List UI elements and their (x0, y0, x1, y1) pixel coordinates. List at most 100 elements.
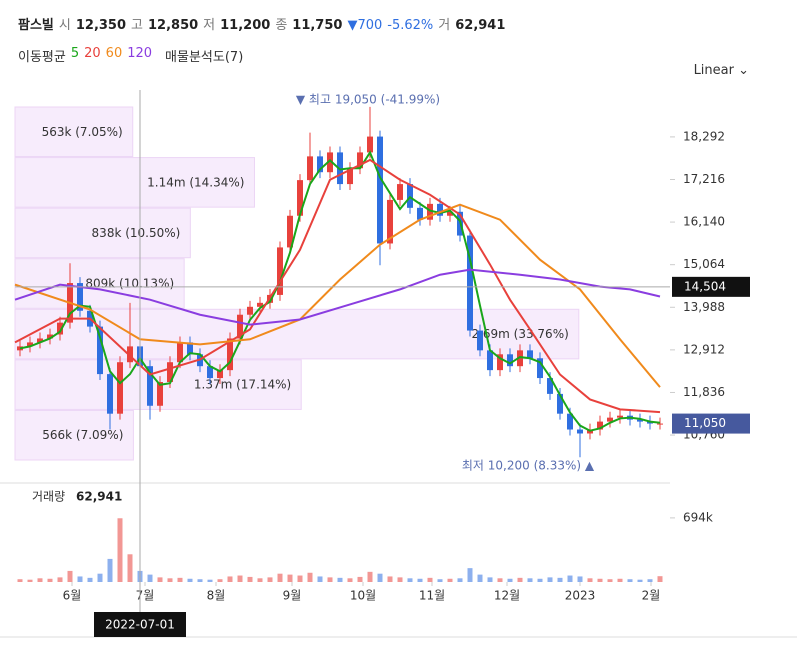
scale-selector[interactable]: Linear ⌄ (693, 63, 749, 78)
volume-bar (37, 578, 43, 582)
x-tick-label: 2023 (565, 589, 596, 603)
candle-body (617, 415, 623, 418)
label: 저 (203, 18, 216, 33)
candle-body (297, 180, 303, 216)
volume-bar (617, 578, 623, 582)
volume-bar (57, 577, 63, 582)
y-tick-label: 18,292 (683, 129, 725, 143)
volume-title: 거래량 (32, 490, 65, 504)
volume-bar (607, 579, 613, 582)
profile-label: 2.69m (33.76%) (471, 327, 568, 341)
profile-bar (14, 308, 580, 360)
volume-bar (527, 578, 533, 582)
x-tick-label: 12월 (494, 589, 520, 603)
candle-body (557, 393, 563, 414)
volume-bar (497, 578, 503, 582)
volume-bar (77, 576, 83, 582)
candle-body (377, 136, 383, 244)
x-tick-label: 10월 (350, 589, 376, 603)
volume-bar (487, 577, 493, 582)
profile-label: 1.14m (14.34%) (147, 175, 244, 189)
profile-label: 566k (7.09%) (42, 428, 123, 442)
candle-body (327, 152, 333, 173)
volume-bar (547, 577, 553, 582)
volume-bar (67, 570, 73, 582)
candle-body (577, 429, 583, 434)
volume-bar (597, 578, 603, 582)
volume-bar (237, 575, 243, 582)
value: 11,200 (220, 18, 271, 33)
candle-body (147, 366, 153, 406)
volume-bar (127, 554, 133, 582)
volume-total: 62,941 (76, 490, 122, 504)
volume-bar (107, 558, 113, 582)
candle-body (517, 350, 523, 367)
candle-body (47, 334, 53, 339)
profile-bar (14, 157, 255, 208)
volume-bar (357, 576, 363, 582)
ma-line (19, 150, 661, 432)
volume-bar (477, 574, 483, 582)
volume-bar (27, 579, 33, 582)
candle-body (27, 342, 33, 347)
volume-bar (637, 579, 643, 582)
candle-body (247, 306, 253, 315)
candle-body (427, 203, 433, 220)
profile-label: 838k (10.50%) (92, 226, 181, 240)
volume-bar (147, 574, 153, 582)
candle-body (397, 184, 403, 200)
low-note: 최저 10,200 (8.33%) ▲ (462, 459, 595, 473)
candle-body (107, 374, 113, 414)
profile-title[interactable]: 매물분석도(7) (165, 50, 244, 65)
volume-bar (267, 577, 273, 582)
volume-bar (47, 578, 53, 582)
candle-body (347, 168, 353, 185)
candle-body (217, 370, 223, 379)
volume-bar (317, 576, 323, 582)
candle-body (57, 322, 63, 335)
candle-body (307, 156, 313, 181)
volume-bar (177, 577, 183, 582)
ma-line (14, 203, 661, 388)
candle-body (357, 152, 363, 169)
volume-bar (467, 568, 473, 582)
y-tick-label: 13,988 (683, 300, 725, 314)
candle-body (477, 330, 483, 351)
candle-body (367, 136, 373, 153)
legend-entry: 120 (127, 46, 153, 61)
candle-body (277, 247, 283, 295)
candle-body (257, 302, 263, 307)
profile-bar (14, 409, 134, 461)
candle-body (167, 362, 173, 383)
volume-bar (657, 576, 663, 582)
volume-bar (587, 578, 593, 582)
volume-bar (457, 578, 463, 582)
candle-body (657, 423, 663, 425)
candle-body (597, 421, 603, 430)
volume-bar (157, 577, 163, 582)
volume-bar (567, 575, 573, 582)
candle-body (317, 156, 323, 173)
volume-bar (337, 577, 343, 582)
volume-bar (407, 578, 413, 582)
volume-bar (197, 579, 203, 582)
stock-name: 팜스빌 (18, 18, 54, 33)
ma-legend: 이동평균 5 20 60 120 매물분석도(7) (18, 46, 243, 65)
crosshair-price: 14,504 (684, 279, 726, 293)
ma-title: 이동평균 (18, 50, 66, 65)
volume-bar (437, 579, 443, 582)
y-tick-label: 16,140 (683, 215, 725, 229)
last-price-box (672, 413, 750, 434)
volume-bar (167, 578, 173, 582)
ma-line (14, 268, 661, 326)
profile-bar (14, 106, 134, 158)
volume-bar (97, 573, 103, 582)
candle-body (567, 413, 573, 430)
volume-bar (427, 577, 433, 582)
volume-bar (117, 518, 123, 582)
change-pct: -5.62% (387, 18, 434, 33)
y-tick-label: 12,912 (683, 342, 725, 356)
volume-bar (87, 577, 93, 582)
candle-body (437, 203, 443, 216)
